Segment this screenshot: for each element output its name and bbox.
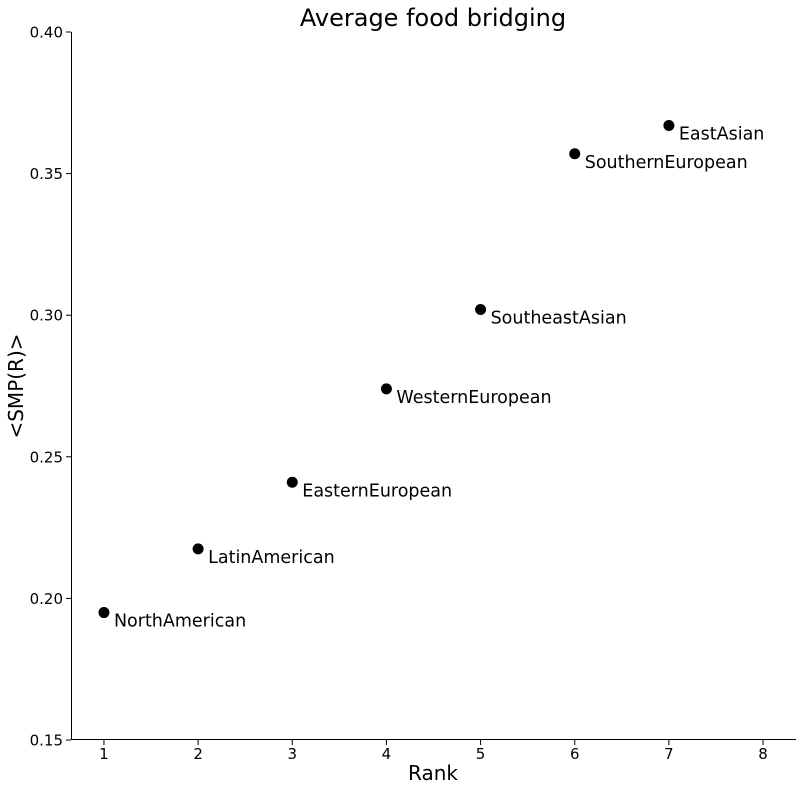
data-point-labels: NorthAmerican LatinAmerican EasternEuropea… [114,124,764,631]
data-point [192,543,204,555]
x-tick-label: 1 [99,745,109,763]
data-point-label: NorthAmerican [114,612,246,632]
x-tick-label: 6 [570,745,580,763]
x-tick-label: 7 [664,745,674,763]
data-point [380,383,392,395]
data-point [98,607,110,619]
y-tick-label: 0.30 [30,307,63,325]
data-point-label: EastAsian [679,124,765,144]
data-point-label: EasternEuropean [302,481,452,501]
x-tick-label: 4 [382,745,392,763]
y-tick-label: 0.35 [30,165,63,183]
x-tick-label: 8 [758,745,768,763]
data-points [98,119,675,619]
x-tick-label: 5 [476,745,486,763]
x-axis-label: Rank [408,761,458,785]
y-tick-label: 0.25 [30,448,63,466]
data-point-label: LatinAmerican [208,548,335,568]
y-axis-label: <SMP(R)> [4,333,28,438]
data-point-label: WesternEuropean [396,388,551,408]
data-point [569,148,581,160]
y-tick-label: 0.40 [30,24,63,42]
x-tick-label: 3 [287,745,297,763]
y-axis-ticks: 0.15 0.20 0.25 0.30 0.35 0.40 [30,24,71,750]
data-point [663,119,675,131]
chart-title: Average food bridging [300,4,566,32]
data-point-label: SouthernEuropean [585,153,748,173]
data-point [286,476,298,488]
y-tick-label: 0.15 [30,732,63,750]
y-tick-label: 0.20 [30,590,63,608]
x-tick-label: 2 [193,745,203,763]
data-point [475,304,487,316]
data-point-label: SoutheastAsian [491,309,627,329]
x-axis-ticks: 1 2 3 4 5 6 7 8 [99,740,768,763]
